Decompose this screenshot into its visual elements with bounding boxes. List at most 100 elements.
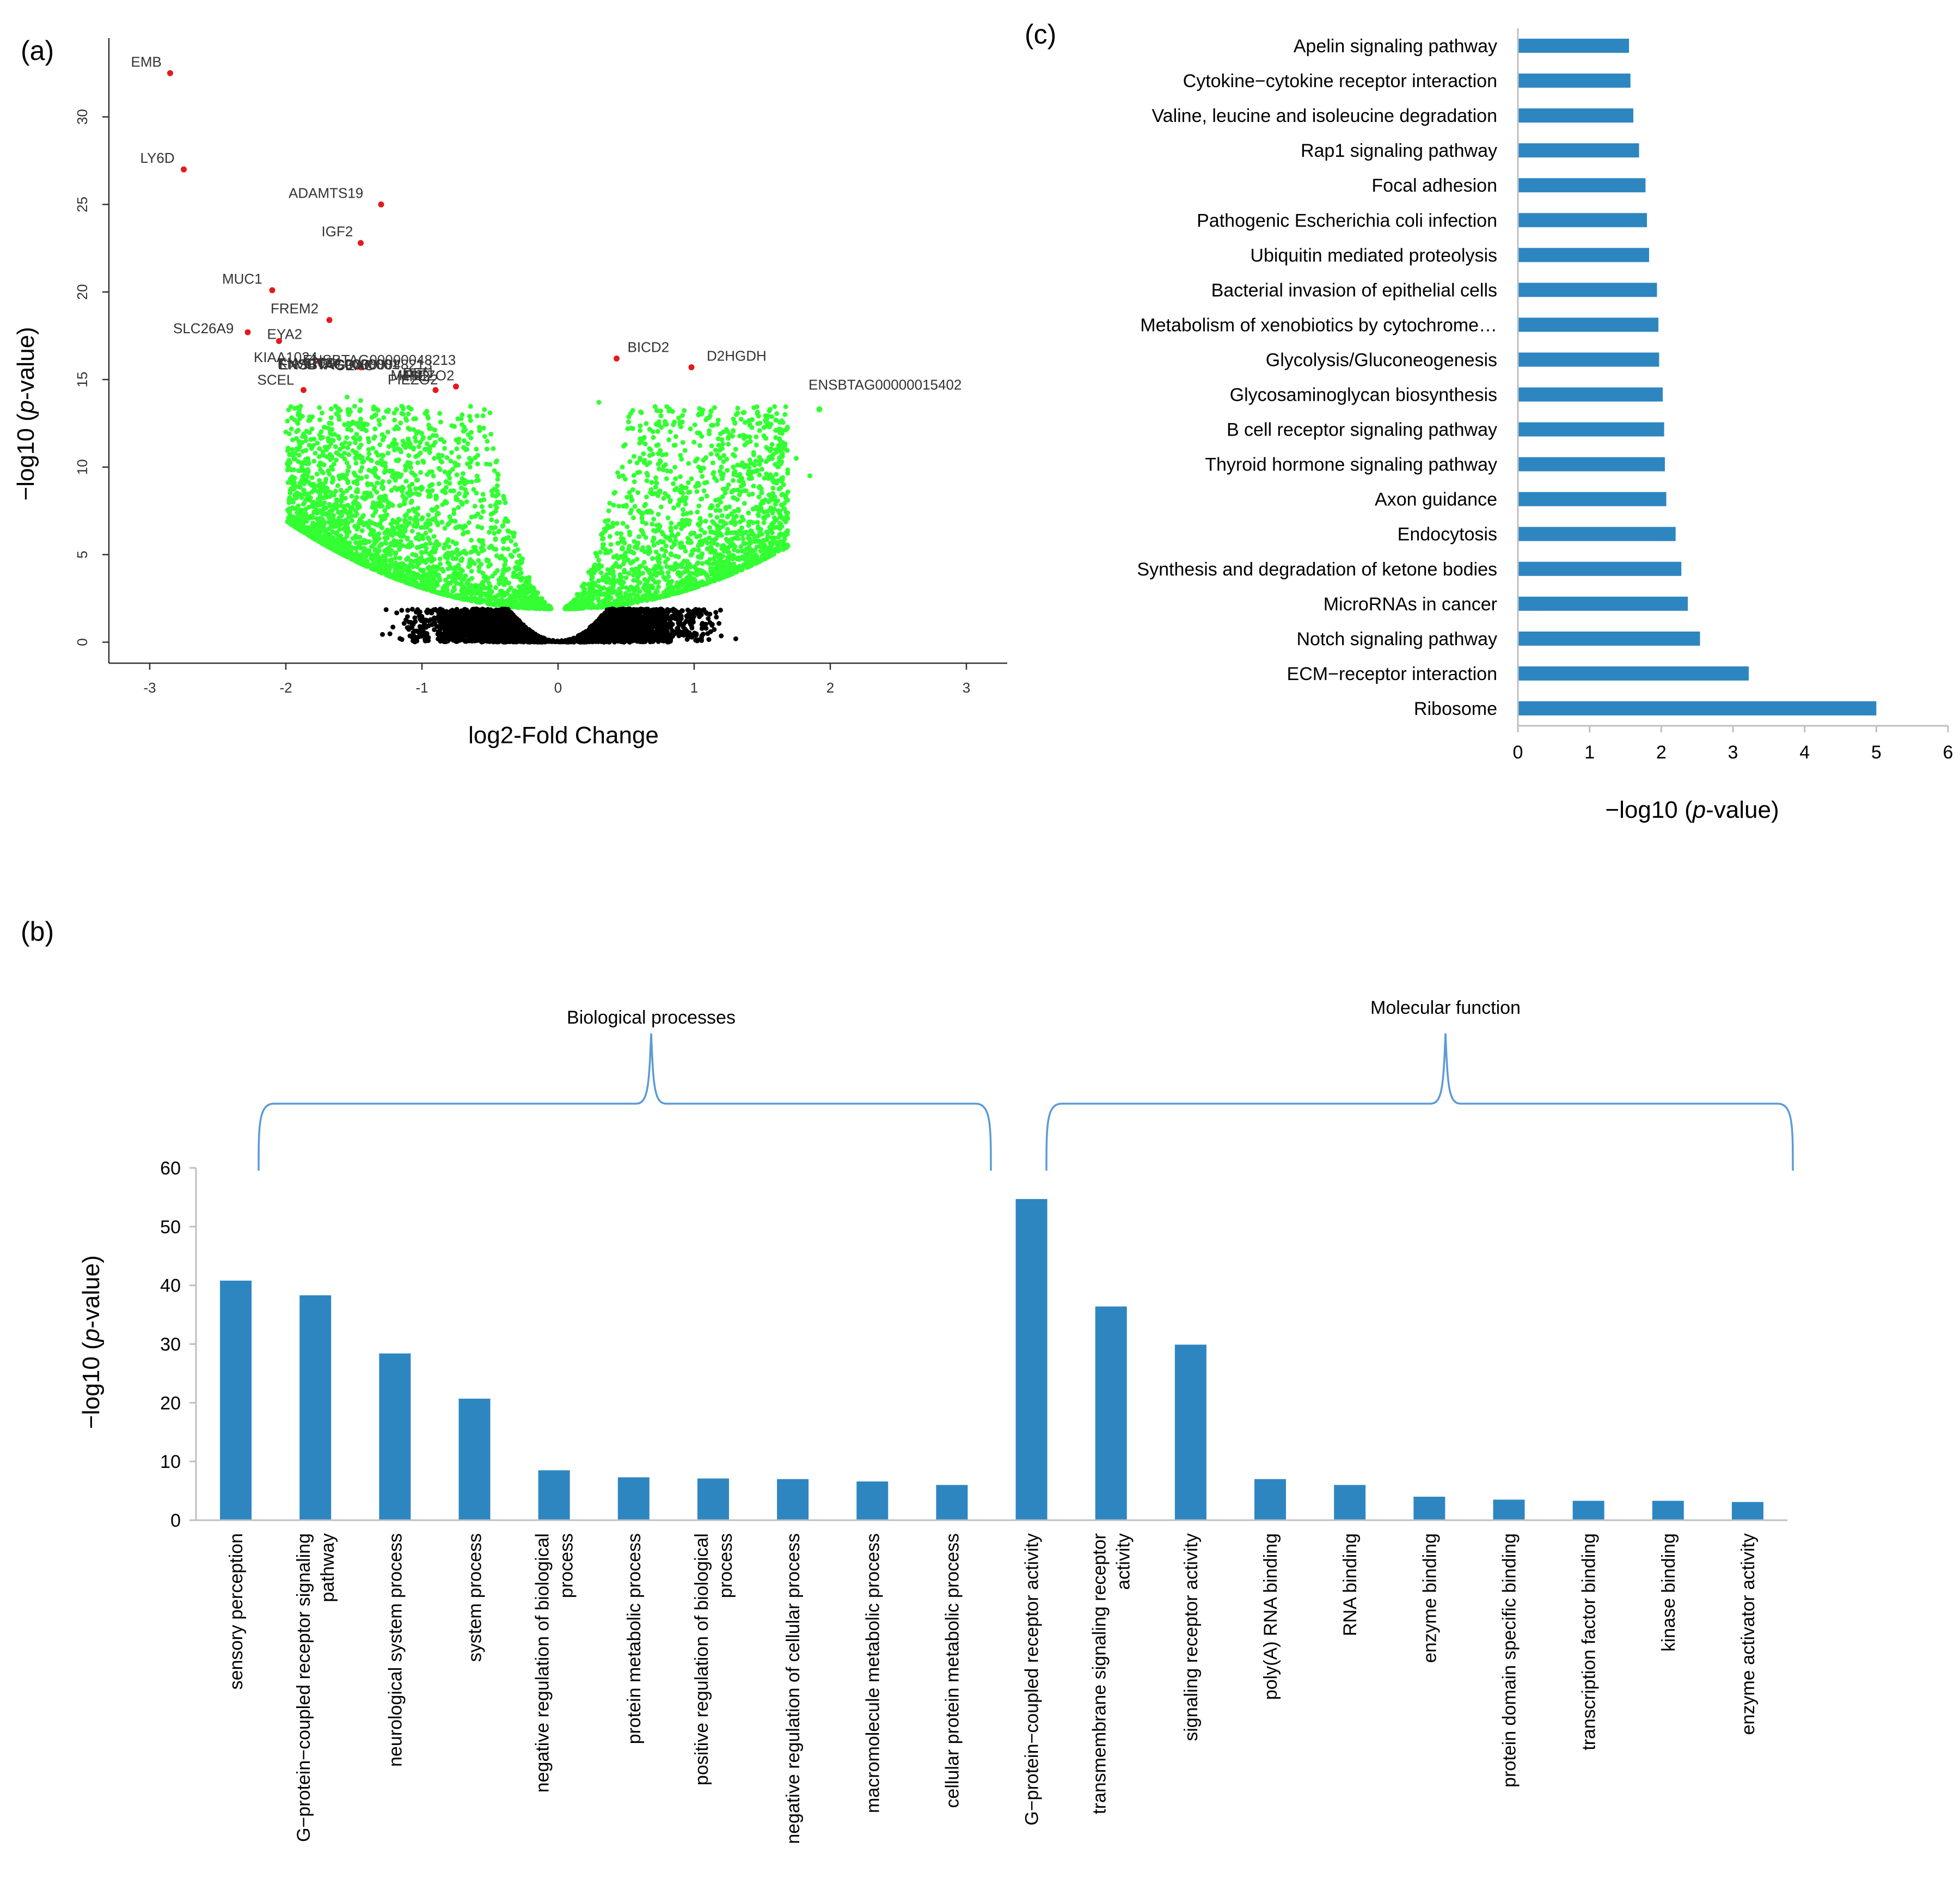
go-category-label: negative regulation of cellular process <box>783 1533 804 1844</box>
go-category-label: macromolecule metabolic process <box>862 1533 883 1813</box>
volcano-gene-label: FREM2 <box>271 301 318 317</box>
volcano-labeled-point <box>301 387 307 393</box>
pathway-category-label: Metabolism of xenobiotics by cytochrome… <box>1140 315 1497 335</box>
go-bar <box>220 1281 252 1520</box>
volcano-gene-label: MFI2 <box>391 367 423 383</box>
go-category-label: activity <box>1113 1533 1134 1590</box>
volcano-labeled-point <box>432 387 439 393</box>
go-bar <box>1254 1479 1287 1520</box>
go-category-label: signaling receptor activity <box>1181 1533 1202 1741</box>
pathway-bar <box>1518 74 1631 88</box>
volcano-gene-label: PIEZO2 <box>404 367 454 383</box>
panel-c-label: (c) <box>1025 19 1056 50</box>
volcano-y-tick-label: 30 <box>74 109 90 125</box>
volcano-gene-label: IGF2 <box>322 223 353 240</box>
pathway-x-tick-label: 6 <box>1943 742 1953 763</box>
go-category-label: cellular protein metabolic process <box>942 1533 963 1808</box>
go-category-label: sensory perception <box>226 1533 247 1690</box>
go-category-label: positive regulation of biological <box>691 1533 712 1785</box>
volcano-gene-label: MUC1 <box>222 271 262 287</box>
pathway-x-axis-title-suffix: -value) <box>1706 797 1779 823</box>
volcano-labeled-point <box>276 338 282 344</box>
pathway-category-label: Notch signaling pathway <box>1296 629 1497 650</box>
volcano-labeled-point <box>614 355 620 362</box>
volcano-gene-label: SLC26A9 <box>173 320 234 336</box>
go-y-axis-title: −log10 (p-value) <box>78 1255 105 1429</box>
volcano-gene-label: EYA2 <box>267 326 303 342</box>
go-category-label: G−protein−coupled receptor signaling <box>293 1533 314 1842</box>
go-y-tick-label: 60 <box>160 1158 181 1179</box>
go-group-label: Biological processes <box>567 1007 736 1028</box>
go-bar <box>1652 1501 1684 1520</box>
volcano-x-tick-label: -2 <box>279 680 292 696</box>
volcano-gene-label: EMB <box>131 53 162 70</box>
volcano-overlap-label: ENSBTAG00000048213 <box>303 352 456 368</box>
go-group-brace <box>1045 1033 1794 1171</box>
panel-c-pathway-bar-chart: (c) Apelin signaling pathway Cytokine−cyt… <box>1025 19 1953 823</box>
go-category-label: enzyme binding <box>1419 1533 1440 1663</box>
go-y-tick-label: 10 <box>160 1452 181 1472</box>
pathway-category-label: Cytokine−cytokine receptor interaction <box>1183 71 1497 91</box>
go-bar <box>1015 1199 1048 1520</box>
volcano-labeled-point <box>326 317 333 323</box>
volcano-y-tick-label: 20 <box>74 284 90 300</box>
volcano-y-tick-label: 5 <box>74 550 90 558</box>
volcano-x-tick-label: 2 <box>826 680 834 696</box>
volcano-overlap-label: CEAC <box>335 357 374 374</box>
go-bar <box>299 1295 332 1520</box>
volcano-x-tick-label: 3 <box>963 680 970 696</box>
pathway-bar <box>1518 492 1667 506</box>
go-bar <box>856 1481 889 1520</box>
pathway-category-label: Glycolysis/Gluconeogenesis <box>1266 350 1497 370</box>
volcano-y-axis-title: −log10 (p-value) <box>13 327 39 500</box>
go-group-label: Molecular function <box>1370 997 1521 1018</box>
volcano-point-cloud <box>283 394 813 645</box>
go-bar <box>1572 1501 1604 1520</box>
go-category-label: transmembrane signaling receptor <box>1089 1533 1110 1814</box>
go-category-label: process <box>715 1533 736 1598</box>
volcano-overlap-label: PIEZO2 <box>388 371 438 388</box>
volcano-labeled-point <box>244 329 251 335</box>
panel-b-go-bar-chart: (b) Biological processes Molecular functi… <box>21 916 1794 1844</box>
volcano-gene-label: LY6D <box>140 150 175 166</box>
volcano-overlap-label: KIAA1024 <box>254 349 317 365</box>
volcano-labeled-point <box>167 70 173 76</box>
pathway-category-label: Ribosome <box>1414 699 1497 719</box>
pathway-category-label: Ubiquitin mediated proteolysis <box>1250 245 1497 266</box>
pathway-category-label: Axon guidance <box>1375 489 1497 510</box>
pathway-bars: Apelin signaling pathway Cytokine−cytokin… <box>1137 36 1877 719</box>
go-group-brace <box>258 1033 992 1171</box>
go-bar <box>538 1470 570 1520</box>
volcano-labeled-points: EMB LY6D ADAMTS19 IGF2 MUC1 FREM2 SLC26A9 EYA2 K… <box>131 53 961 413</box>
go-bar <box>697 1478 729 1520</box>
go-bar <box>1334 1485 1366 1520</box>
go-category-label: process <box>556 1533 577 1598</box>
volcano-gene-label: ENSBTAG00000048213 <box>279 357 432 373</box>
pathway-x-tick-label: 0 <box>1513 742 1523 763</box>
go-bar <box>936 1485 968 1520</box>
pathway-bar <box>1518 248 1649 262</box>
go-category-label: pathway <box>317 1533 338 1602</box>
pathway-bar <box>1518 178 1646 193</box>
go-bar <box>777 1479 809 1520</box>
volcano-labeled-point <box>688 364 695 371</box>
panel-a-label: (a) <box>21 35 54 66</box>
pathway-axes: 0 1 2 3 4 5 6 <box>1513 28 1953 763</box>
go-category-label: RNA binding <box>1340 1533 1361 1636</box>
pathway-bar <box>1518 317 1659 332</box>
go-bar <box>1493 1499 1525 1520</box>
go-y-tick-label: 30 <box>160 1335 181 1355</box>
volcano-overlap-label: ENSBTAG0000001 <box>278 356 400 372</box>
volcano-black-points <box>380 606 738 645</box>
go-category-label: enzyme activator activity <box>1738 1533 1759 1735</box>
pathway-bar <box>1518 352 1659 367</box>
go-category-label: transcription factor binding <box>1579 1533 1600 1751</box>
go-bar <box>1174 1344 1206 1520</box>
volcano-labeled-point <box>358 240 364 246</box>
pathway-category-label: Glycosaminoglycan biosynthesis <box>1230 385 1497 406</box>
panel-b-label: (b) <box>21 916 54 947</box>
pathway-bar <box>1518 701 1877 715</box>
pathway-bar <box>1518 561 1682 576</box>
go-group-braces: Biological processes Molecular function <box>258 997 1794 1171</box>
